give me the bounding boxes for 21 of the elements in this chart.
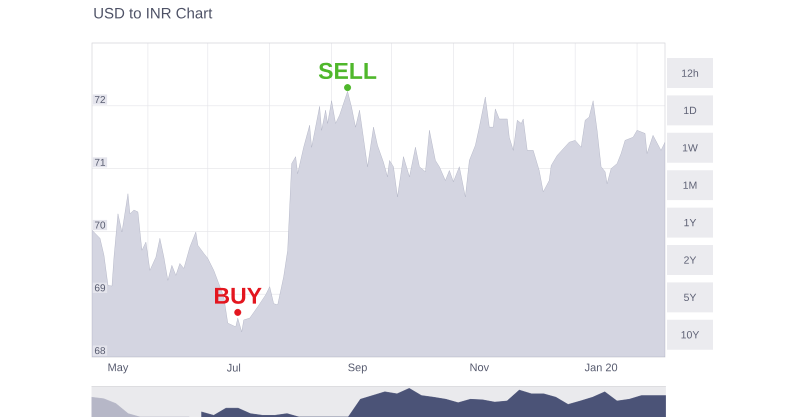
x-tick-label: Sep (348, 364, 367, 374)
x-tick-label: Nov (470, 364, 490, 372)
x-tick-label: Jul (226, 364, 240, 372)
series-label: SELL (318, 62, 376, 80)
y-tick-label: 71 (94, 158, 106, 166)
text: 1M (684, 182, 696, 189)
y-tick-label: 68 (94, 347, 106, 354)
text: 2Y (684, 256, 696, 264)
x-tick-label: May (108, 364, 128, 374)
chart-title: USD to INR Chart (94, 7, 212, 18)
y-tick-label: 70 (94, 222, 106, 229)
x-tick-label: Jan 20 (584, 364, 618, 372)
y-tick-label: 69 (94, 284, 106, 292)
text: 1W (682, 144, 698, 152)
y-tick-label: 72 (94, 96, 106, 103)
series-label: BUY (215, 288, 262, 304)
text: 1D (684, 106, 696, 114)
text: 1Y (684, 218, 696, 226)
text: 10Y (681, 331, 700, 339)
text: 12h (682, 69, 698, 77)
text: 5Y (684, 294, 696, 302)
